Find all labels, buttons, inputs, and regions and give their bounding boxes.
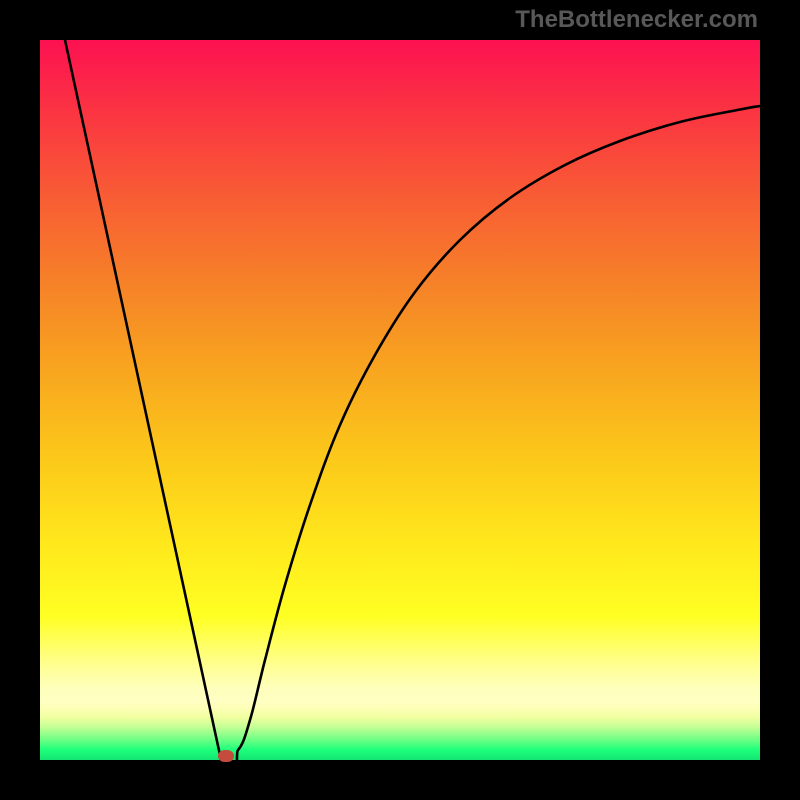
bottleneck-curve xyxy=(40,40,760,760)
plot-area xyxy=(40,40,760,760)
optimum-marker xyxy=(218,750,234,762)
watermark-text: TheBottlenecker.com xyxy=(515,6,758,34)
chart-frame: TheBottlenecker.com xyxy=(0,0,800,800)
